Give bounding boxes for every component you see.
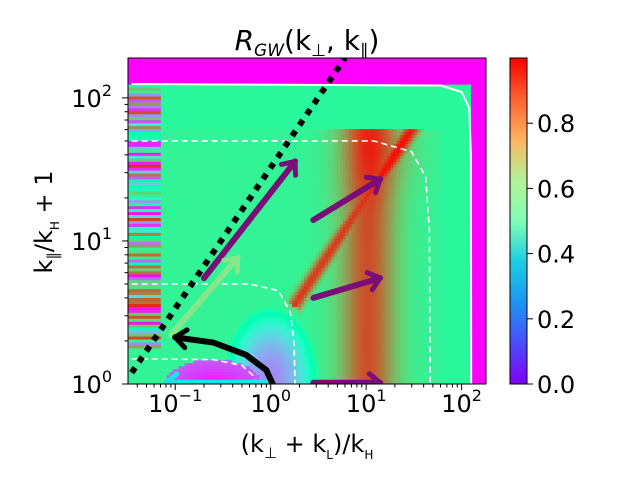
colorbar-tick-label: 0.4 bbox=[537, 241, 575, 269]
diagonal-dotted-line bbox=[129, 58, 348, 375]
y-axis-label: k∥/kH + 1 bbox=[30, 170, 62, 273]
colorbar-tick-label: 0.2 bbox=[537, 306, 575, 334]
dashed-outer-contour bbox=[131, 140, 432, 384]
green-diagonal-arrow bbox=[167, 255, 241, 338]
x-axis-label: (k⊥ + kL)/kH bbox=[241, 430, 374, 462]
black-curved-arrow bbox=[172, 334, 276, 384]
heatmap-overlays bbox=[129, 58, 473, 384]
cyan-bottom-arrow-head bbox=[163, 371, 180, 384]
purple-middle-arrow-head bbox=[364, 270, 383, 293]
purple-diagonal-arrow-head bbox=[278, 158, 298, 178]
y-tick-label: 102 bbox=[71, 81, 112, 113]
x-axis: 10−1 100 101 102 bbox=[136, 384, 482, 418]
x-tick-label: 10−1 bbox=[148, 386, 202, 418]
colorbar bbox=[509, 57, 528, 385]
purple-upper-arrow-head bbox=[363, 174, 383, 195]
purple-middle-arrow bbox=[310, 275, 384, 301]
y-tick-label: 101 bbox=[71, 224, 112, 256]
x-tick-label: 100 bbox=[250, 386, 291, 418]
solid-boundary-contour bbox=[131, 83, 473, 384]
x-tick-label: 102 bbox=[441, 386, 482, 418]
y-axis: 100 101 102 bbox=[71, 81, 128, 399]
black-curved-arrow-head bbox=[172, 327, 190, 351]
dashed-lower-contour bbox=[131, 358, 257, 384]
green-diagonal-arrow-head bbox=[221, 255, 241, 275]
colorbar-axis: 0.0 0.2 0.4 0.6 0.8 bbox=[527, 110, 575, 399]
y-tick-label: 100 bbox=[71, 367, 112, 399]
colorbar-tick-label: 0.0 bbox=[537, 371, 575, 399]
purple-upper-arrow bbox=[310, 176, 384, 223]
purple-diagonal-arrow bbox=[201, 158, 299, 282]
purple-bottom-arrow-head bbox=[366, 371, 383, 384]
chart-title: RGW(k⊥, k∥) bbox=[235, 24, 380, 61]
x-tick-label: 101 bbox=[346, 386, 387, 418]
colorbar-tick-label: 0.6 bbox=[537, 175, 575, 203]
plot-frame bbox=[127, 57, 487, 385]
colorbar-tick-label: 0.8 bbox=[537, 110, 575, 138]
